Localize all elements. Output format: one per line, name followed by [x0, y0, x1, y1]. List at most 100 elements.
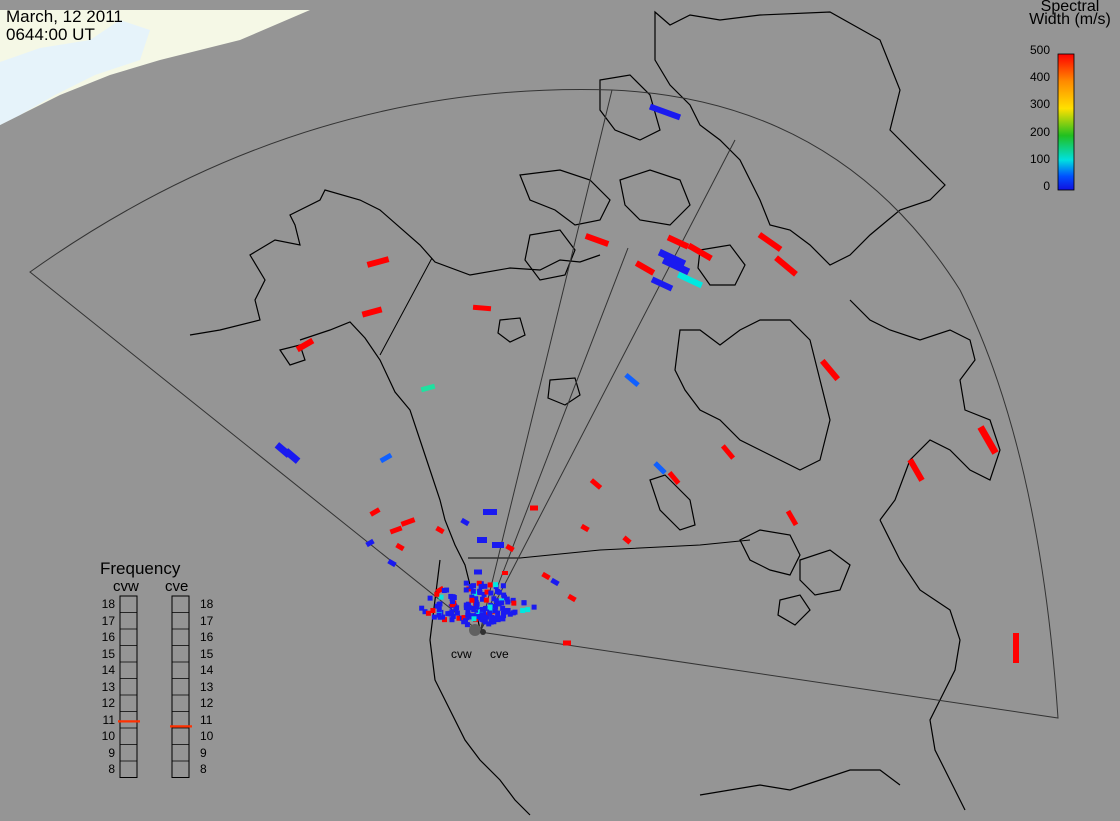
echo-cell — [653, 461, 667, 475]
echo-cell — [479, 612, 485, 618]
frequency-tick-left: 9 — [108, 745, 115, 760]
frequency-tick-left: 11 — [102, 712, 115, 727]
echo-cell — [482, 619, 488, 625]
echo-cell — [419, 605, 425, 611]
frequency-box-cvw — [119, 595, 138, 778]
echo-cell — [477, 589, 483, 595]
frequency-tick-left: 17 — [101, 613, 115, 628]
echo-cell — [492, 608, 498, 614]
map-date: March, 12 2011 — [6, 7, 123, 26]
echo-cell — [460, 517, 470, 527]
echo-cell — [422, 609, 428, 615]
echo-cell — [500, 616, 506, 622]
echo-cell — [420, 383, 436, 393]
echo-cell — [472, 304, 492, 312]
frequency-tick-right: 15 — [200, 646, 214, 661]
echo-cell — [466, 586, 472, 592]
echo-cell — [488, 590, 494, 596]
frequency-title: Frequency — [100, 559, 181, 578]
echo-cell — [622, 535, 632, 545]
echo-cell — [463, 602, 469, 608]
echo-cell — [449, 617, 455, 623]
echo-cell — [550, 577, 560, 587]
echo-cell — [469, 594, 475, 600]
echo-cell — [483, 597, 489, 603]
echo-cell — [491, 619, 497, 625]
echo-cell — [449, 602, 455, 608]
echo-cell — [295, 337, 315, 353]
frequency-tick-left: 14 — [101, 663, 115, 677]
echo-cell — [389, 525, 403, 535]
echo-cell — [567, 593, 577, 603]
echo-cell — [477, 537, 487, 543]
echo-cell — [468, 583, 474, 589]
echo-cell — [580, 523, 590, 533]
echo-cell — [687, 242, 713, 262]
daylight-region — [0, 10, 310, 125]
colorbar-tick: 100 — [1029, 151, 1050, 166]
radar-echoes — [274, 103, 1019, 663]
echo-cell — [667, 471, 681, 485]
echo-cell — [496, 589, 502, 595]
frequency-panel-boxes — [118, 595, 192, 778]
echo-cell — [650, 276, 674, 292]
echo-cell — [431, 614, 437, 620]
echo-cell — [481, 591, 487, 597]
echo-cell — [474, 569, 482, 575]
echo-cell — [819, 358, 841, 382]
echo-cell — [395, 542, 405, 552]
echo-cell — [492, 615, 498, 621]
echo-cell — [487, 582, 493, 588]
echo-cell — [589, 478, 603, 490]
colorbar — [1057, 53, 1075, 191]
echo-cell — [487, 610, 493, 616]
echo-cell — [448, 593, 454, 599]
echo-cell — [501, 613, 507, 619]
echo-cell — [476, 580, 482, 586]
echo-cell — [434, 591, 440, 597]
echo-cell — [450, 599, 456, 605]
echo-cell — [521, 600, 527, 606]
echo-cell — [366, 256, 390, 268]
echo-cell — [473, 604, 479, 610]
echo-cell — [531, 604, 537, 610]
echo-cell — [469, 597, 475, 603]
echo-cell — [482, 583, 488, 589]
frequency-label-cvw: cvw — [113, 578, 139, 595]
echo-cell — [648, 103, 682, 121]
echo-cell — [525, 607, 531, 613]
radar-sites — [469, 624, 486, 636]
colorbar-title-line2: Width (m/s) — [1029, 11, 1111, 28]
borders — [379, 257, 751, 559]
echo-cell — [785, 509, 799, 527]
frequency-tick-left: 13 — [101, 679, 115, 694]
echo-cell — [369, 507, 381, 517]
echo-cell — [502, 571, 508, 575]
echo-cell — [478, 584, 484, 590]
site-label-west: cvw — [451, 647, 472, 661]
frequency-tick-left: 12 — [101, 696, 115, 710]
echo-cell — [471, 616, 477, 622]
colorbar-tick: 500 — [1029, 43, 1050, 57]
frequency-tick-right: 12 — [200, 696, 214, 710]
echo-cell — [720, 444, 736, 460]
echo-cell — [504, 596, 510, 602]
frequency-tick-right: 14 — [200, 663, 214, 677]
echo-cell — [511, 600, 517, 606]
echo-cell — [774, 255, 798, 277]
echo-cell — [563, 640, 571, 646]
echo-cell — [464, 622, 470, 628]
echo-cell — [436, 601, 442, 607]
echo-cell — [584, 233, 610, 247]
echo-cell — [475, 613, 481, 619]
echo-cell — [502, 608, 508, 614]
echo-cell — [465, 608, 471, 614]
echo-cell — [510, 610, 516, 616]
frequency-tick-left: 18 — [101, 597, 115, 611]
colorbar-tick: 200 — [1029, 124, 1050, 139]
echo-cell — [510, 597, 516, 603]
echo-cell — [491, 596, 497, 602]
frequency-tick-left: 10 — [101, 729, 115, 743]
echo-cell — [499, 600, 505, 606]
frequency-tick-left: 8 — [108, 762, 115, 776]
